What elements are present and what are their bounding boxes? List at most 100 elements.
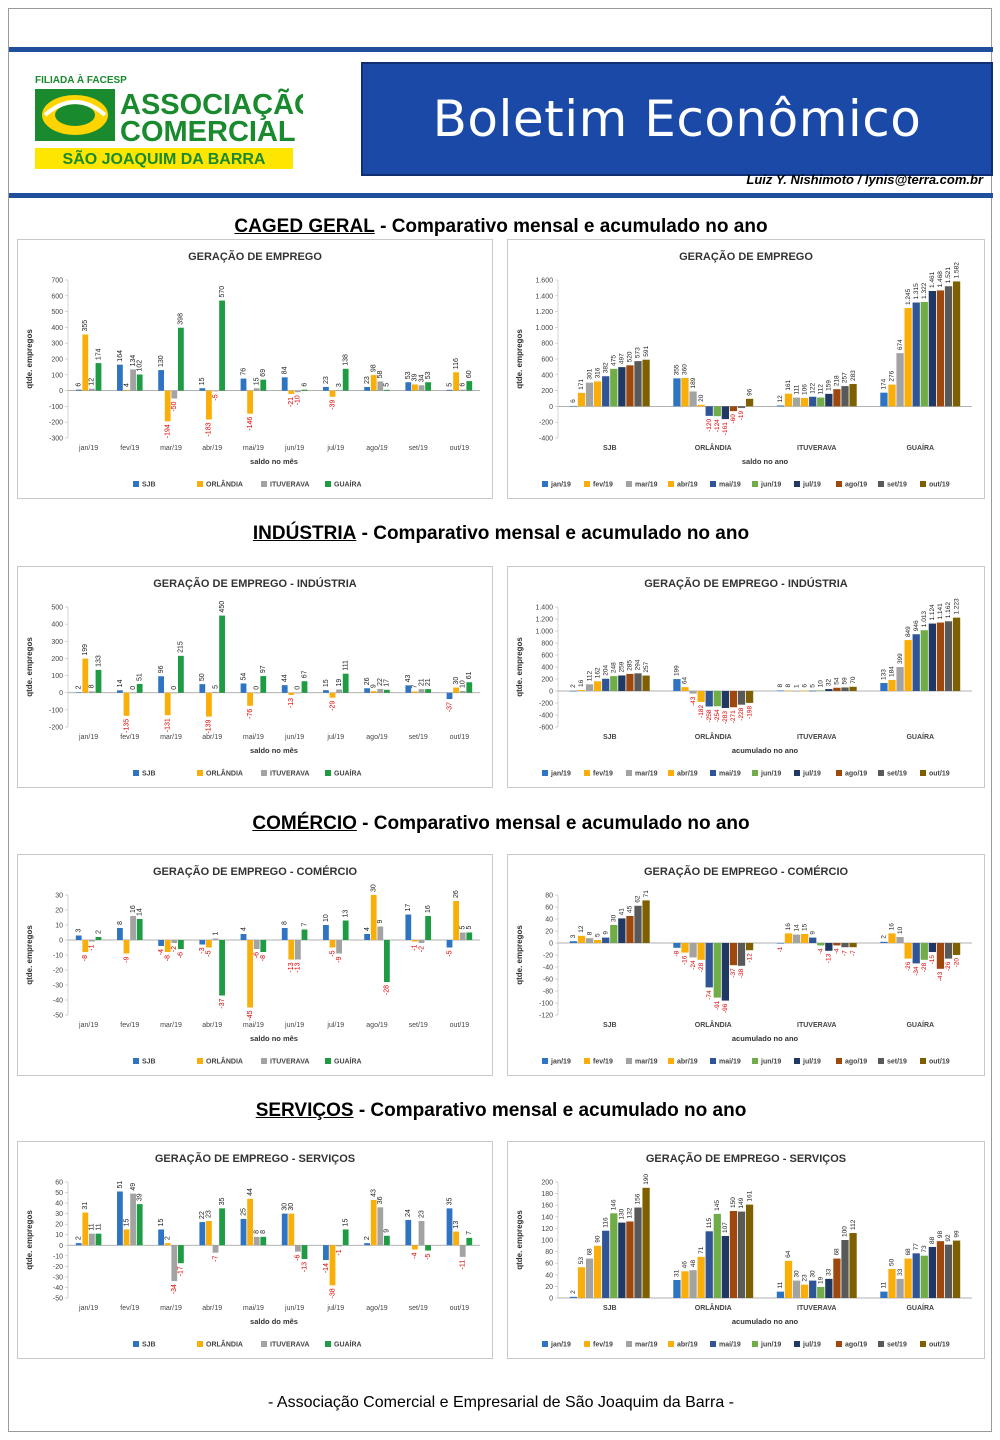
- data-label: 7: [301, 923, 308, 927]
- x-tick-label: SJB: [603, 445, 617, 452]
- x-tick-label: mai/19: [243, 1305, 264, 1312]
- bar: [247, 1198, 253, 1246]
- data-label: -4: [834, 948, 841, 954]
- y-tick-label: 10: [55, 1232, 63, 1239]
- bar: [177, 327, 184, 391]
- data-label: 204: [602, 665, 609, 676]
- bar: [705, 406, 713, 416]
- data-label: 69: [260, 369, 267, 377]
- y-tick-label: -200: [539, 701, 553, 708]
- data-label: 674: [897, 339, 904, 350]
- y-axis-label: qtde. empregos: [515, 637, 524, 697]
- bar: [705, 943, 713, 988]
- data-label: -15: [929, 955, 936, 965]
- section-title-servicos-name: SERVIÇOS: [255, 1100, 354, 1121]
- y-tick-label: -40: [53, 998, 63, 1005]
- bar: [260, 676, 267, 693]
- legend-label: jul/19: [802, 1342, 821, 1349]
- data-label: 174: [881, 378, 888, 389]
- y-tick-label: 600: [541, 653, 553, 660]
- data-label: 6: [801, 684, 808, 688]
- data-label: -20: [953, 958, 960, 968]
- data-label: 849: [905, 626, 912, 637]
- bar: [825, 943, 833, 951]
- bar: [95, 1233, 102, 1246]
- section-title-servicos: SERVIÇOS - Comparativo mensal e acumulad…: [9, 1100, 993, 1122]
- bar: [776, 405, 785, 407]
- y-tick-label: 1.200: [535, 617, 553, 624]
- y-tick-label: 400: [541, 372, 553, 379]
- legend-label: jan/19: [550, 771, 571, 778]
- bar: [412, 940, 418, 942]
- y-tick-label: -200: [539, 420, 553, 427]
- y-axis-label: qtde. empregos: [515, 1210, 524, 1270]
- x-tick-label: jan/19: [78, 1305, 98, 1312]
- bar: [136, 374, 143, 391]
- legend-swatch: [878, 1058, 884, 1064]
- bar: [904, 1258, 912, 1298]
- data-label: 1.461: [929, 271, 936, 288]
- data-label: -183: [206, 422, 213, 436]
- data-label: 31: [674, 1269, 681, 1277]
- title-banner: Boletim Econômico: [361, 62, 993, 176]
- data-label: 2: [95, 930, 102, 934]
- data-label: 382: [602, 362, 609, 373]
- bar: [364, 386, 371, 391]
- chart-panel-caged-monthly: GERAÇÃO DE EMPREGO qtde. empregos -300 -200…: [17, 239, 493, 499]
- y-tick-label: -80: [543, 989, 553, 996]
- x-tick-label: GUAÍRA: [906, 732, 934, 741]
- y-tick-label: 200: [541, 1180, 553, 1187]
- data-label: 1.162: [945, 602, 952, 619]
- data-label: -135: [123, 719, 130, 733]
- data-label: -254: [714, 709, 721, 722]
- bar: [904, 943, 912, 959]
- bar: [329, 1245, 336, 1286]
- legend-swatch: [878, 481, 884, 487]
- bar: [459, 932, 466, 940]
- bar: [177, 655, 184, 693]
- legend-swatch: [920, 770, 926, 776]
- bar: [301, 681, 308, 693]
- bar: [199, 940, 206, 945]
- y-tick-label: 200: [51, 357, 63, 364]
- legend-label: jun/19: [760, 1342, 781, 1349]
- bar: [936, 290, 945, 407]
- y-tick-label: -20: [53, 1264, 63, 1271]
- data-label: 43: [405, 674, 412, 682]
- bar: [117, 364, 123, 391]
- bar: [136, 919, 143, 940]
- bar: [219, 300, 225, 391]
- data-label: 570: [219, 286, 226, 298]
- data-label: 248: [611, 662, 618, 673]
- bar: [123, 1229, 130, 1246]
- data-label: 71: [698, 1246, 705, 1254]
- legend-swatch: [920, 481, 926, 487]
- data-label: 45: [627, 905, 634, 913]
- x-tick-label: ITUVERAVA: [797, 734, 836, 741]
- bar: [323, 386, 329, 391]
- data-label: 51: [137, 673, 144, 681]
- y-tick-label: 40: [55, 1201, 63, 1208]
- y-tick-label: 0: [549, 689, 553, 696]
- data-label: -1: [412, 944, 419, 950]
- y-tick-label: 30: [55, 1211, 63, 1218]
- data-label: 9: [371, 684, 378, 688]
- data-label: 102: [137, 360, 144, 372]
- data-label: 15: [158, 1219, 165, 1227]
- bar: [130, 916, 136, 940]
- data-label: 106: [801, 384, 808, 395]
- legend-swatch: [584, 481, 590, 487]
- data-label: 138: [343, 354, 350, 366]
- data-label: 1.013: [921, 611, 928, 628]
- data-label: -258: [706, 709, 713, 722]
- data-label: -13: [295, 962, 302, 972]
- x-tick-label: mai/19: [243, 445, 264, 452]
- data-label: -50: [171, 401, 178, 411]
- bar: [833, 389, 841, 407]
- data-label: 16: [425, 905, 432, 913]
- bar: [713, 691, 721, 707]
- bar: [117, 1191, 123, 1246]
- section-subtitle: - Comparativo mensal e acumulado no ano: [356, 813, 750, 834]
- legend-label: mar/19: [635, 482, 658, 489]
- bar: [833, 687, 841, 691]
